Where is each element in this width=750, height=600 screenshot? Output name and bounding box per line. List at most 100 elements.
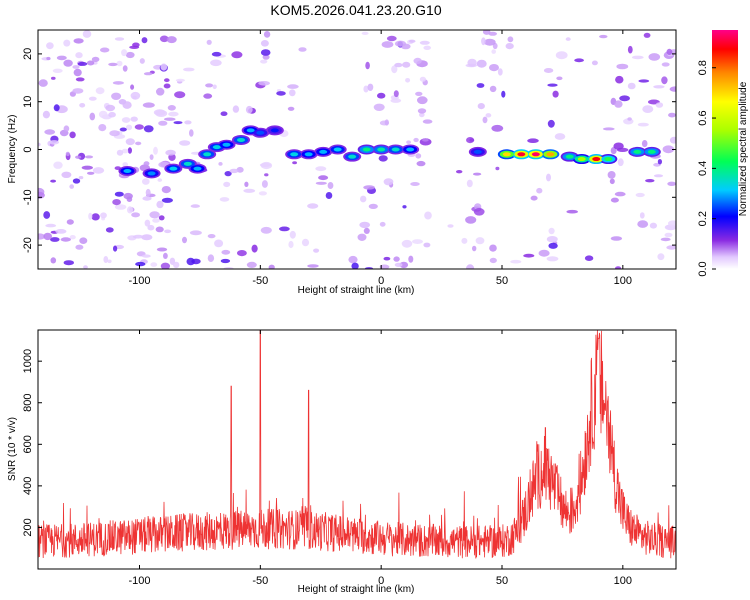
noise-blob (393, 90, 399, 98)
noise-blob (143, 161, 150, 166)
noise-blob (61, 171, 72, 178)
noise-blob (189, 129, 194, 137)
noise-blob (610, 236, 623, 241)
noise-blob (72, 88, 84, 94)
noise-blob (669, 136, 676, 144)
noise-blob (642, 105, 654, 113)
noise-blob (168, 111, 179, 117)
noise-blob (69, 235, 76, 240)
noise-blob (114, 37, 125, 41)
noise-blob (416, 160, 426, 167)
noise-blob (543, 68, 554, 73)
trace-core (546, 152, 555, 157)
trace-core (592, 157, 601, 162)
noise-blob (391, 65, 398, 74)
noise-blob (144, 219, 151, 227)
noise-blob (158, 215, 165, 221)
noise-blob (489, 85, 497, 93)
noise-blob (473, 208, 485, 216)
noise-blob (412, 239, 423, 245)
noise-blob (135, 141, 142, 146)
noise-blob (447, 224, 454, 228)
trace-core (319, 149, 328, 154)
y-tick-label: 400 (22, 477, 34, 495)
noise-blob (402, 205, 407, 209)
trace-core (270, 128, 279, 133)
noise-blob (279, 226, 290, 232)
colorbar-tick-label: 0.8 (697, 60, 709, 75)
noise-blob (88, 96, 97, 101)
noise-blob (100, 212, 107, 219)
colorbar-tick-label: 0.0 (697, 261, 709, 276)
noise-blob (79, 237, 88, 244)
noise-blob (165, 149, 176, 156)
noise-blob (394, 262, 403, 267)
noise-blob (383, 256, 391, 261)
noise-blob (43, 232, 52, 241)
noise-blob (668, 220, 676, 227)
noise-blob (82, 30, 92, 38)
noise-blob (112, 81, 124, 85)
y-tick-label: 600 (22, 435, 34, 453)
noise-blob (359, 221, 371, 229)
noise-blob (615, 75, 624, 84)
trace-core (222, 142, 231, 147)
noise-blob (501, 90, 506, 98)
noise-blob (313, 248, 320, 253)
noise-blob (556, 76, 563, 81)
x-tick-label: 0 (378, 275, 384, 287)
noise-blob (546, 256, 559, 262)
noise-blob (141, 254, 151, 258)
noise-blob (142, 102, 155, 108)
noise-blob (164, 229, 172, 234)
noise-blob (63, 260, 74, 266)
noise-blob (53, 104, 60, 112)
noise-blob (125, 51, 135, 59)
noise-blob (373, 103, 385, 112)
noise-blob (661, 62, 670, 67)
noise-blob (363, 85, 369, 93)
noise-blob (467, 58, 477, 67)
noise-blob (507, 36, 514, 43)
noise-blob (125, 138, 135, 146)
noise-blob (547, 119, 555, 128)
noise-blob (489, 257, 497, 264)
noise-blob (218, 162, 223, 166)
noise-blob (379, 221, 386, 227)
noise-blob (614, 100, 623, 108)
noise-blob (289, 89, 296, 97)
noise-blob (643, 32, 651, 38)
noise-blob (46, 56, 51, 61)
noise-blob (547, 83, 558, 87)
noise-blob (424, 211, 432, 220)
noise-blob (415, 153, 422, 159)
noise-blob (377, 92, 386, 99)
noise-blob (149, 211, 160, 219)
noise-blob (159, 35, 169, 43)
noise-blob (591, 60, 598, 66)
noise-blob (84, 155, 94, 159)
noise-blob (482, 116, 488, 124)
noise-blob (638, 79, 650, 83)
noise-blob (384, 119, 389, 126)
noise-blob (98, 124, 107, 132)
noise-blob (648, 53, 661, 61)
trace-core (333, 147, 342, 152)
noise-blob (523, 253, 535, 258)
trace-core (633, 149, 642, 154)
noise-blob (259, 163, 271, 167)
noise-blob (657, 253, 665, 261)
noise-blob (413, 57, 422, 64)
noise-blob (261, 180, 268, 188)
noise-blob (276, 91, 286, 96)
noise-blob (246, 261, 257, 268)
noise-blob (657, 159, 663, 165)
noise-blob (119, 127, 127, 132)
noise-blob (610, 197, 619, 203)
noise-blob (466, 137, 475, 144)
noise-blob (554, 133, 566, 140)
noise-blob (483, 38, 496, 46)
snr-panel: -100 -50 0 50 100 200 400 600 800 1000 Height of … (7, 329, 677, 595)
noise-blob (79, 103, 86, 108)
noise-blob (417, 108, 427, 114)
